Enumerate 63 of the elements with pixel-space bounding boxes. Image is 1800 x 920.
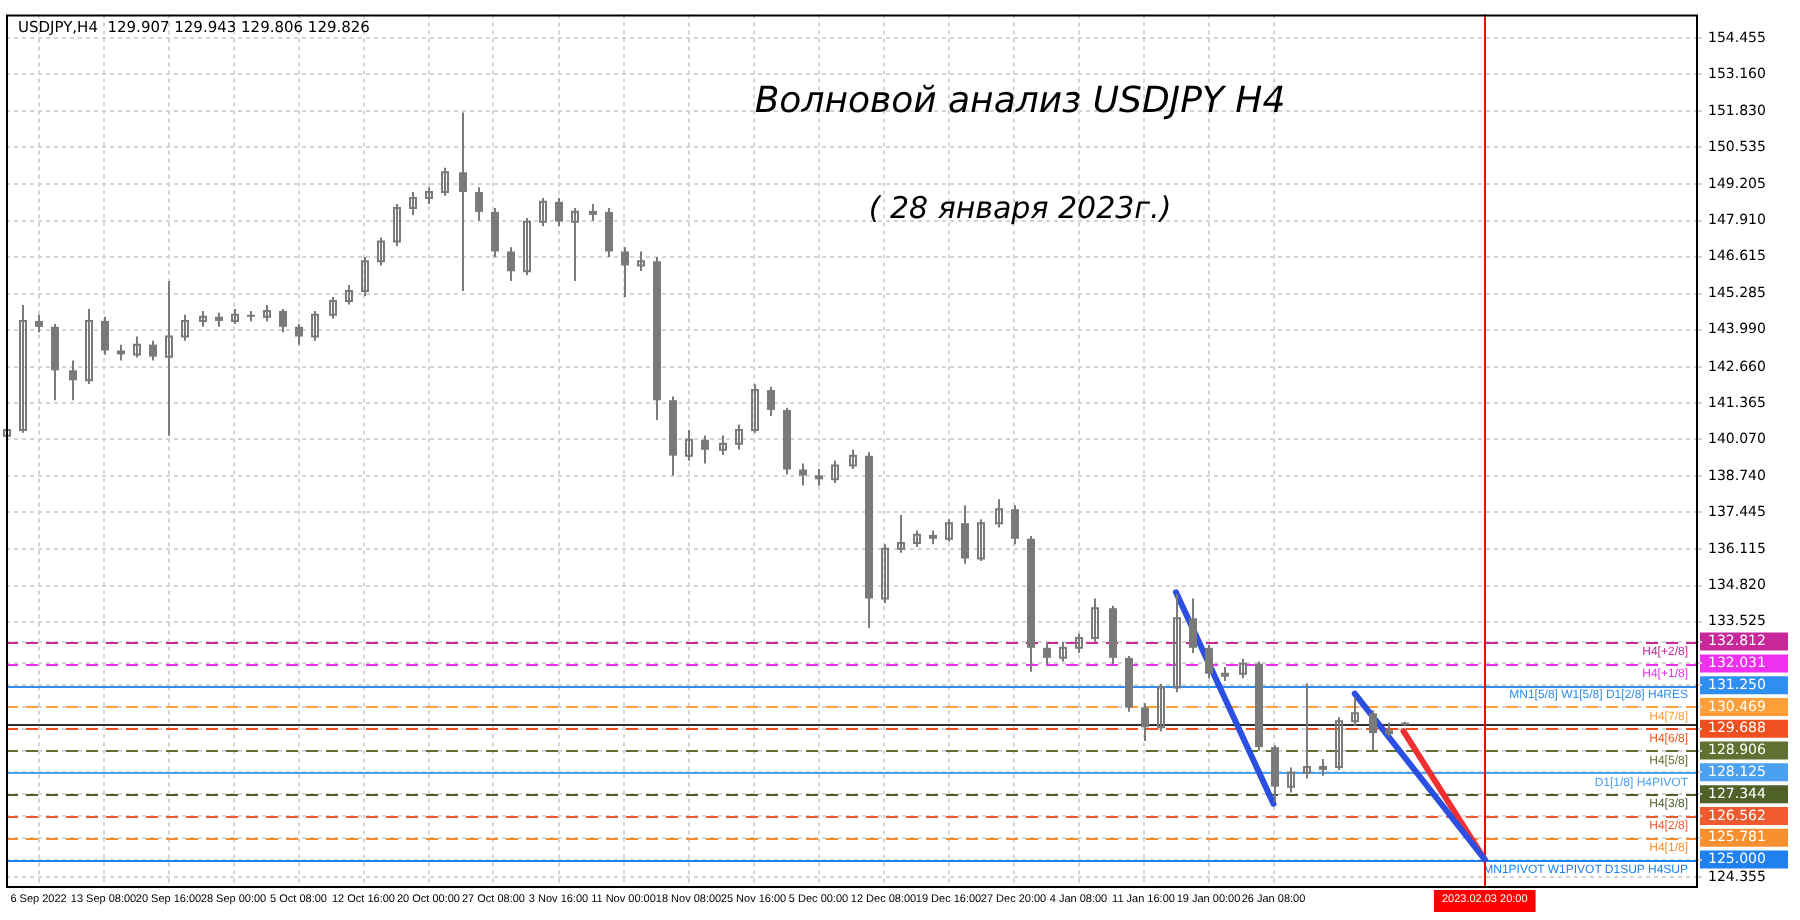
candlestick [849, 448, 857, 471]
candlestick [345, 283, 353, 306]
candlestick [571, 206, 579, 283]
candlestick [523, 217, 531, 277]
candlestick [767, 385, 775, 418]
candlestick [701, 434, 709, 465]
candlestick [329, 295, 337, 320]
candlestick [1141, 702, 1149, 742]
candlestick [1157, 682, 1165, 733]
candlestick [751, 383, 759, 434]
candlestick [377, 236, 385, 267]
candlestick [491, 206, 499, 259]
candlestick [977, 518, 985, 563]
candlestick [459, 111, 467, 293]
candlestick [165, 280, 173, 437]
candlestick [621, 246, 629, 298]
candlestick [1189, 597, 1197, 655]
candlestick [1059, 640, 1067, 663]
candlestick [719, 434, 727, 457]
candlestick [1335, 716, 1343, 772]
candlestick [441, 166, 449, 197]
candlestick [539, 196, 547, 228]
candlestick [1091, 597, 1099, 643]
candlestick [361, 256, 369, 298]
candlestick [1287, 766, 1295, 794]
candlestick [995, 498, 1003, 529]
candlestick [133, 335, 141, 359]
candlestick [475, 186, 483, 222]
candlestick [1369, 709, 1377, 753]
candlestick [19, 304, 27, 434]
text: Волновой анализ USDJPY H4 [754, 79, 1286, 122]
candlestick [69, 359, 77, 402]
candlestick [637, 250, 645, 272]
candlestick [1271, 744, 1279, 804]
candlestick [1011, 504, 1019, 546]
candlestick [85, 307, 93, 385]
candlestick [961, 504, 969, 565]
candlestick [685, 428, 693, 462]
candlestick [295, 322, 303, 346]
candlestick [1205, 643, 1213, 680]
candlestick [1075, 632, 1083, 655]
candlestick [945, 518, 953, 543]
candlestick [101, 315, 109, 356]
candlestick [279, 307, 287, 334]
candlestick [881, 543, 889, 604]
candlestick [555, 196, 563, 228]
candlestick [1043, 640, 1051, 666]
candlestick [409, 191, 417, 217]
candlestick [181, 313, 189, 342]
candlestick [311, 309, 319, 342]
candlestick [1173, 593, 1181, 694]
candlestick [831, 459, 839, 484]
candlestick [149, 339, 157, 362]
candlestick [507, 246, 515, 283]
candlestick [897, 514, 905, 554]
text: ( 28 января 2023г.) [868, 190, 1172, 227]
candlestick [1303, 682, 1311, 780]
candlestick [1351, 696, 1359, 727]
candlestick [1239, 657, 1247, 680]
candlestick [735, 423, 743, 451]
candlestick [605, 206, 613, 259]
candlestick [393, 203, 401, 247]
candlestick [51, 322, 59, 402]
